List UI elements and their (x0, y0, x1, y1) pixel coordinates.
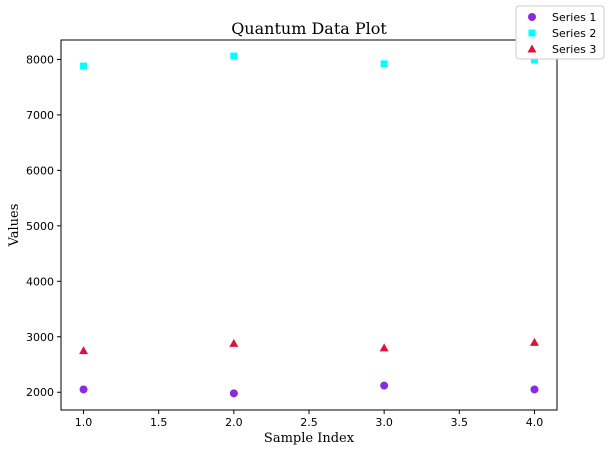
x-tick-label: 1.0 (75, 416, 93, 429)
x-tick-label: 1.5 (150, 416, 168, 429)
series-2-point (230, 52, 238, 60)
x-tick-label: 2.5 (300, 416, 318, 429)
y-tick-label: 8000 (26, 53, 54, 66)
legend-label-series-3: Series 3 (552, 43, 596, 56)
series-1-point (229, 389, 238, 398)
x-tick-label: 2.0 (225, 416, 243, 429)
x-tick-label: 3.0 (375, 416, 393, 429)
y-tick-label: 2000 (26, 386, 54, 399)
chart-title: Quantum Data Plot (231, 19, 387, 38)
y-tick-label: 6000 (26, 164, 54, 177)
series-1-point (530, 385, 539, 394)
series-2-point (380, 60, 388, 68)
y-tick-label: 3000 (26, 331, 54, 344)
legend-marker-series-3 (527, 44, 537, 53)
legend-box (515, 5, 605, 60)
data-points (79, 52, 539, 398)
legend: Series 1 Series 2 Series 3 (515, 5, 605, 60)
series-3-point (529, 337, 539, 346)
plot-area (60, 39, 558, 411)
x-axis-ticks: 1.0 1.5 2.0 2.5 3.0 3.5 4.0 (75, 410, 543, 429)
series-3-point (79, 346, 89, 355)
legend-marker-series-2 (528, 29, 536, 37)
series-3-point (379, 343, 389, 352)
legend-marker-series-1 (528, 13, 536, 21)
y-axis-label: Values (7, 204, 22, 248)
x-tick-label: 3.5 (451, 416, 469, 429)
legend-label-series-2: Series 2 (552, 27, 596, 40)
series-2-point (80, 62, 88, 70)
y-tick-label: 5000 (26, 220, 54, 233)
x-axis-label: Sample Index (264, 431, 355, 446)
x-tick-label: 4.0 (526, 416, 544, 429)
series-1-point (380, 381, 389, 390)
y-tick-label: 7000 (26, 109, 54, 122)
series-3-point (229, 338, 239, 347)
legend-label-series-1: Series 1 (552, 11, 596, 24)
series-2-point (530, 56, 538, 64)
y-tick-label: 4000 (26, 275, 54, 288)
series-1-point (79, 385, 88, 394)
y-axis-ticks: 2000 3000 4000 5000 6000 7000 8000 (26, 53, 61, 399)
